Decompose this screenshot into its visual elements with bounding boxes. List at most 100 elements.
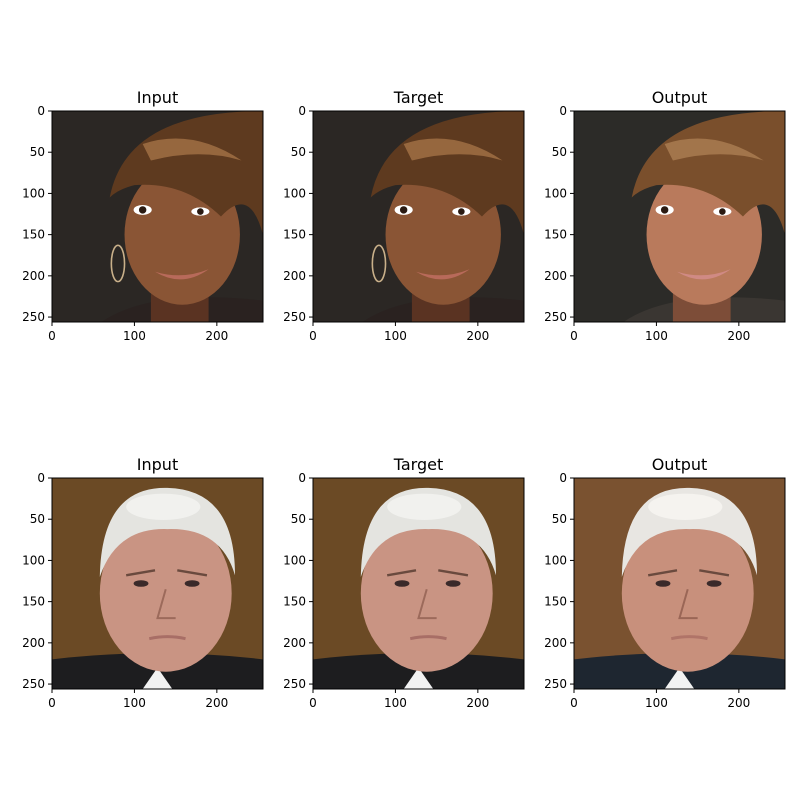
x-tick-label: 100 [123,696,146,710]
right-brow [177,569,208,577]
portrait-image [313,111,524,322]
x-tick-label: 0 [309,696,317,710]
subplot-title: Output [652,455,708,474]
y-tick-label: 200 [544,269,567,283]
subplot-1-3: Output 0 100 200 0 50 100 150 200 250 [544,88,786,343]
y-tick-label: 50 [291,145,306,159]
x-tick-label: 200 [727,329,750,343]
y-tick-label: 50 [552,145,567,159]
subplot-grid: Input 0 100 200 0 50 100 150 200 250 Target 0 100 200… [22,88,786,710]
y-tick-label: 250 [544,310,567,324]
mouth [155,269,209,280]
x-tick-label: 0 [48,696,56,710]
subplot-title: Target [393,88,444,107]
shirt-collar [664,667,695,689]
y-tick-label: 50 [30,512,45,526]
subplot-title: Input [137,88,178,107]
hair-highlight [142,138,242,161]
portrait-image [52,111,263,322]
axes-frame [312,477,525,690]
right-eye [445,580,461,587]
x-tick-label: 0 [309,329,317,343]
portrait-image [574,478,785,689]
subplot-2-2: Target 0 100 200 0 50 100 150 200 250 [283,455,525,710]
subplot-1-1: Input 0 100 200 0 50 100 150 200 250 [22,88,264,343]
axes-frame [51,477,264,690]
right-brow [438,569,469,577]
hair-highlight [664,138,764,161]
y-tick-label: 150 [283,595,306,609]
x-tick-label: 100 [384,329,407,343]
axes-frame [573,110,786,323]
face [621,515,754,672]
axes-frame [312,110,525,323]
subplot-title: Target [393,455,444,474]
hair [370,111,524,235]
nose [417,588,437,620]
y-tick-label: 100 [22,186,45,200]
x-tick-label: 100 [645,329,668,343]
y-tick-label: 250 [22,677,45,691]
subplot-2-3: Output 0 100 200 0 50 100 150 200 250 [544,455,786,710]
left-pupil [399,206,408,214]
y-tick-label: 100 [544,553,567,567]
y-tick-label: 200 [544,636,567,650]
left-brow [125,569,156,577]
y-tick-label: 0 [298,104,306,118]
nose [156,588,176,620]
y-tick-label: 150 [283,228,306,242]
left-eye [655,580,671,587]
right-pupil [719,208,726,215]
x-tick-label: 200 [466,696,489,710]
y-tick-label: 50 [552,512,567,526]
right-pupil [458,208,465,215]
hair-highlight [648,493,723,521]
y-tick-label: 200 [283,636,306,650]
y-tick-label: 0 [37,104,45,118]
y-tick-label: 250 [544,677,567,691]
y-tick-label: 150 [544,595,567,609]
y-tick-label: 100 [22,553,45,567]
subplot-2-1: Input 0 100 200 0 50 100 150 200 250 [22,455,264,710]
y-tick-label: 150 [22,595,45,609]
left-pupil [138,206,147,214]
y-tick-label: 0 [37,471,45,485]
y-tick-label: 150 [544,228,567,242]
y-tick-label: 0 [298,471,306,485]
mouth [409,635,447,641]
y-tick-label: 100 [283,186,306,200]
hair-highlight [387,493,462,521]
x-tick-label: 0 [48,329,56,343]
y-tick-label: 100 [283,553,306,567]
hoop-earring [371,244,387,283]
y-tick-label: 50 [30,145,45,159]
hair-highlight [403,138,503,161]
x-tick-label: 100 [384,696,407,710]
hoop-earring [110,244,126,283]
mouth [416,269,470,280]
shirt-collar [403,667,434,689]
face [99,515,232,672]
subplot-1-2: Target 0 100 200 0 50 100 150 200 250 [283,88,525,343]
x-tick-label: 200 [727,696,750,710]
hair-highlight [126,493,201,521]
y-tick-label: 0 [559,471,567,485]
subplot-title: Input [137,455,178,474]
x-tick-label: 100 [645,696,668,710]
portrait-image [313,478,524,689]
y-tick-label: 150 [22,228,45,242]
mouth [148,635,186,641]
y-tick-label: 200 [22,269,45,283]
x-tick-label: 200 [205,696,228,710]
portrait-image [52,478,263,689]
shirt-collar [142,667,173,689]
right-pupil [197,208,204,215]
mouth [670,635,708,641]
right-eye [706,580,722,587]
x-tick-label: 0 [570,329,578,343]
left-eye [133,580,149,587]
x-tick-label: 200 [466,329,489,343]
right-brow [699,569,730,577]
hair [631,111,785,235]
